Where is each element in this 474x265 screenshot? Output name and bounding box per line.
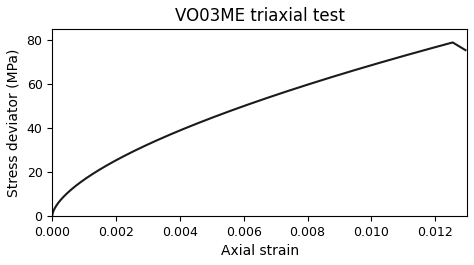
X-axis label: Axial strain: Axial strain <box>220 244 299 258</box>
Title: VO03ME triaxial test: VO03ME triaxial test <box>175 7 345 25</box>
Y-axis label: Stress deviator (MPa): Stress deviator (MPa) <box>7 48 21 197</box>
